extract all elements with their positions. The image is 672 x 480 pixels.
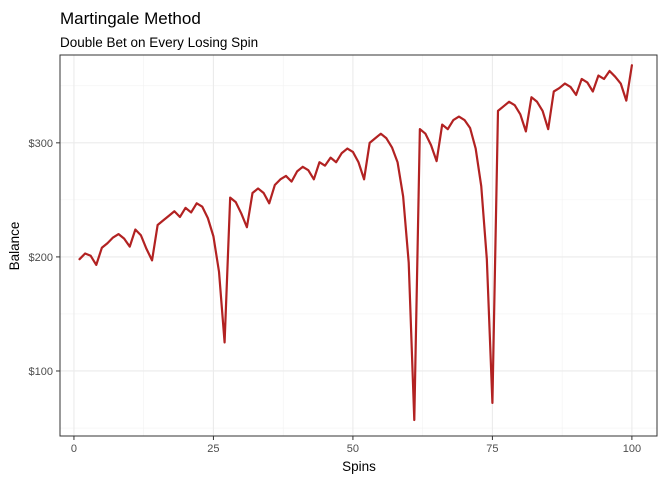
gridlines: [60, 55, 657, 436]
chart-title: Martingale Method: [60, 9, 201, 28]
x-tick-label: 100: [623, 443, 641, 455]
panel-border: [59, 54, 658, 437]
x-tick-label: 0: [71, 443, 77, 455]
x-tick-label: 25: [207, 443, 219, 455]
series-layer: [78, 64, 633, 422]
series-line: [78, 64, 633, 422]
y-axis-ticks: $100 $200 $300: [29, 138, 60, 378]
x-tick-label: 75: [486, 443, 498, 455]
y-tick-label: $300: [29, 138, 53, 150]
y-tick-label: $100: [29, 366, 53, 378]
x-axis-title: Spins: [342, 459, 376, 474]
x-axis-ticks: 0 25 50 75 100: [71, 436, 641, 455]
x-tick-label: 50: [347, 443, 359, 455]
chart-subtitle: Double Bet on Every Losing Spin: [60, 35, 258, 50]
y-axis-title: Balance: [7, 222, 22, 271]
y-tick-label: $200: [29, 252, 53, 264]
